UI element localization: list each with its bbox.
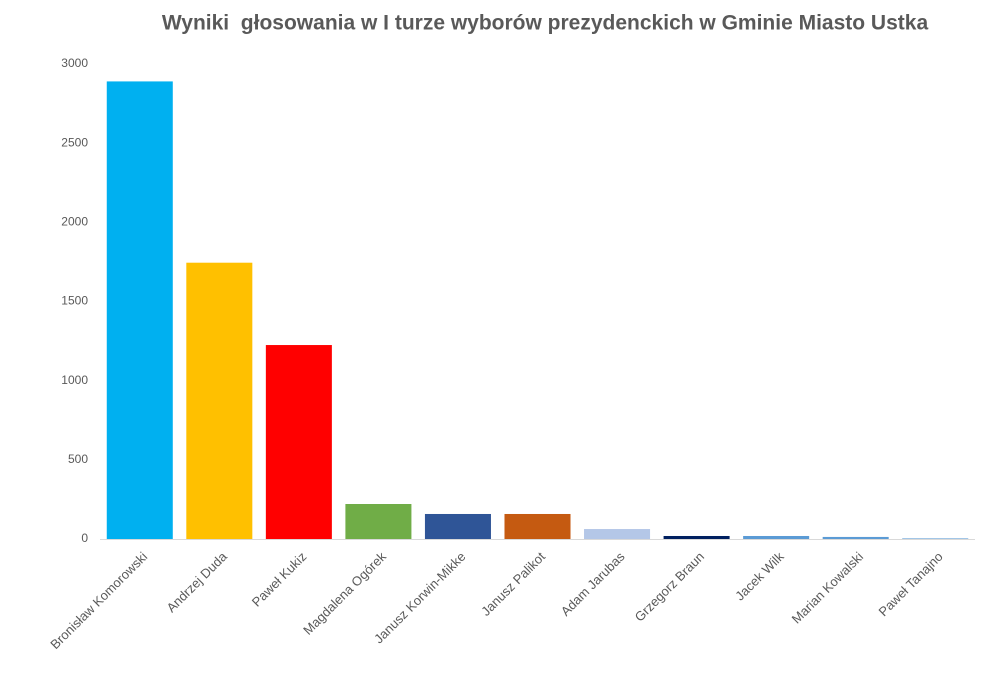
y-tick-label: 500 [68,452,88,466]
x-tick-label: Andrzej Duda [164,548,231,615]
y-tick-label: 2000 [61,215,88,229]
y-tick-label: 3000 [61,56,88,70]
x-tick-label: Marian Kowalski [789,549,867,627]
x-tick-label: Paweł Tanajno [876,549,946,619]
bar [186,262,253,539]
x-tick-label: Janusz Korwin-Mikke [371,549,468,646]
x-tick-label: Bronisław Komorowski [47,549,150,652]
y-tick-label: 2500 [61,135,88,149]
bar [743,535,810,539]
x-tick-label: Jacek Wilk [732,549,787,604]
x-tick-label: Grzegorz Braun [632,549,707,624]
bar [504,513,571,539]
x-tick-label: Paweł Kukiz [249,549,310,610]
x-tick-label: Magdalena Ogórek [300,549,389,638]
y-tick-label: 0 [81,531,88,545]
bar [663,535,730,539]
bar [584,529,651,539]
x-tick-label: Janusz Palikot [478,549,548,619]
x-tick-label: Adam Jarubas [558,549,628,619]
bar [902,538,969,539]
bar [822,536,889,539]
bar [106,81,173,540]
bar [345,504,412,539]
y-tick-label: 1000 [61,373,88,387]
chart-title: Wyniki głosowania w I turze wyborów prez… [162,12,929,35]
bar [424,513,491,539]
y-tick-label: 1500 [61,294,88,308]
bar [265,345,332,539]
